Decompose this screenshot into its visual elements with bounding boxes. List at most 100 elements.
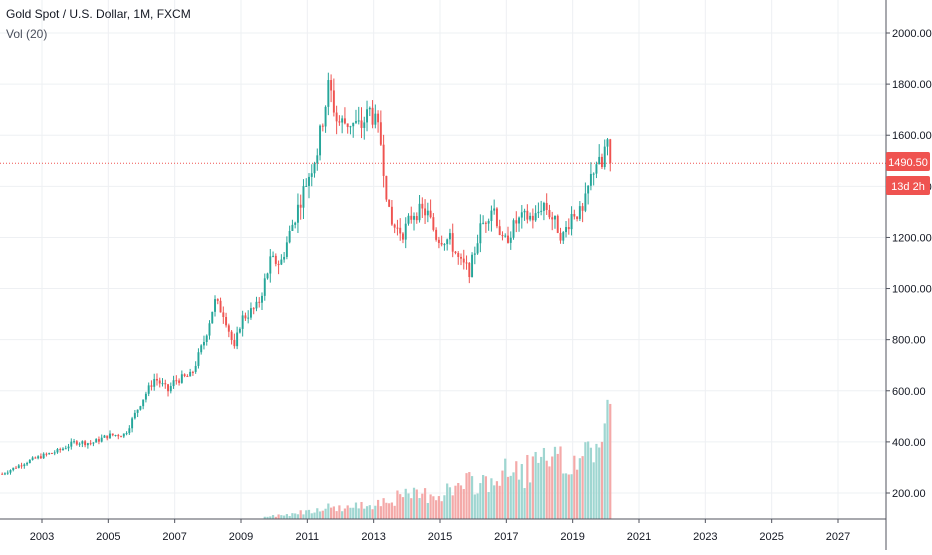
volume-bar bbox=[598, 447, 601, 519]
candle-body bbox=[556, 215, 559, 233]
x-tick-label: 2011 bbox=[296, 531, 320, 543]
volume-bar bbox=[365, 506, 369, 519]
volume-bar bbox=[584, 442, 587, 519]
countdown-badge bbox=[886, 176, 930, 195]
candle-body bbox=[355, 121, 357, 123]
volume-bar bbox=[495, 481, 499, 519]
candle-body bbox=[490, 210, 493, 221]
candle-body bbox=[172, 380, 175, 387]
volume-bar bbox=[606, 399, 609, 519]
candle-body bbox=[169, 386, 172, 392]
candle-body bbox=[167, 384, 170, 392]
volume-bar bbox=[421, 493, 424, 519]
volume-bar bbox=[476, 493, 479, 519]
candle-body bbox=[37, 456, 40, 459]
candle-body bbox=[451, 233, 454, 252]
candle-body bbox=[103, 435, 106, 438]
volume-bar bbox=[435, 500, 438, 519]
volume-bar bbox=[440, 501, 443, 519]
candle-body bbox=[45, 453, 48, 455]
candle-body bbox=[156, 378, 158, 381]
y-tick-label: 1200.00 bbox=[892, 232, 932, 244]
candle-body bbox=[515, 220, 518, 224]
candle-body bbox=[219, 300, 222, 313]
candle-body bbox=[559, 232, 562, 241]
candle-body bbox=[578, 206, 581, 219]
volume-bar bbox=[545, 460, 548, 519]
candle-body bbox=[313, 163, 316, 174]
volume-bar bbox=[291, 513, 294, 519]
volume-bar bbox=[274, 516, 277, 519]
candle-body bbox=[255, 301, 258, 309]
candle-body bbox=[413, 216, 415, 220]
candle-body bbox=[595, 164, 598, 174]
candle-body bbox=[479, 223, 482, 244]
candle-body bbox=[377, 113, 380, 123]
candle-body bbox=[404, 223, 407, 240]
candle-body bbox=[106, 435, 109, 439]
volume-bar bbox=[335, 511, 338, 519]
chart-title: Gold Spot / U.S. Dollar, 1M, FXCM bbox=[6, 7, 191, 21]
volume-bar bbox=[564, 473, 568, 519]
candle-body bbox=[357, 120, 360, 122]
candle-body bbox=[341, 118, 344, 123]
candle-body bbox=[274, 255, 277, 264]
candle-body bbox=[23, 464, 26, 467]
candle-body bbox=[186, 376, 189, 378]
volume-bar bbox=[357, 508, 360, 519]
volume-bar bbox=[324, 508, 327, 519]
volume-bar bbox=[288, 515, 291, 519]
candle-body bbox=[537, 211, 540, 214]
candle-body bbox=[424, 208, 427, 216]
x-tick-label: 2017 bbox=[494, 531, 518, 543]
volume-bar bbox=[401, 497, 405, 519]
candle-body bbox=[28, 459, 31, 463]
candle-body bbox=[360, 120, 363, 128]
candle-body bbox=[592, 173, 595, 175]
candle-body bbox=[194, 365, 197, 372]
candle-body bbox=[26, 462, 29, 465]
volume-bar bbox=[570, 474, 573, 519]
volume-indicator-label[interactable]: Vol (20) bbox=[6, 27, 48, 41]
volume-bar bbox=[551, 456, 554, 519]
volume-bar bbox=[609, 403, 612, 519]
y-tick-label: 200.00 bbox=[892, 488, 926, 500]
candle-body bbox=[100, 437, 103, 442]
volume-bar bbox=[589, 447, 593, 519]
candle-body bbox=[443, 244, 446, 246]
candle-body bbox=[78, 443, 81, 445]
candle-body bbox=[95, 439, 98, 443]
candle-body bbox=[147, 385, 150, 394]
candle-body bbox=[222, 312, 225, 318]
candle-body bbox=[111, 433, 114, 436]
candle-body bbox=[498, 226, 501, 236]
candle-body bbox=[437, 239, 440, 243]
volume-bar bbox=[517, 479, 521, 519]
candle-body bbox=[67, 446, 70, 449]
candle-body bbox=[263, 278, 266, 296]
candle-body bbox=[520, 212, 523, 218]
candle-body bbox=[454, 251, 457, 254]
candle-body bbox=[551, 217, 554, 220]
candle-body bbox=[576, 216, 579, 219]
volume-bar bbox=[504, 458, 507, 519]
grid bbox=[0, 0, 886, 519]
volume-bar bbox=[299, 510, 302, 519]
candle-body bbox=[542, 202, 545, 211]
volume-bar bbox=[567, 474, 570, 519]
candle-body bbox=[183, 374, 186, 377]
candles bbox=[1, 72, 612, 476]
volume-bar bbox=[468, 472, 471, 519]
x-tick-label: 2025 bbox=[759, 531, 783, 543]
candle-body bbox=[567, 227, 570, 230]
candle-body bbox=[388, 199, 391, 207]
candle-body bbox=[236, 332, 239, 347]
candle-body bbox=[161, 383, 164, 385]
volume-bar bbox=[448, 487, 452, 519]
candle-body bbox=[64, 448, 67, 450]
candle-body bbox=[197, 352, 200, 366]
candle-body bbox=[53, 452, 56, 454]
volume-bar bbox=[575, 469, 579, 519]
